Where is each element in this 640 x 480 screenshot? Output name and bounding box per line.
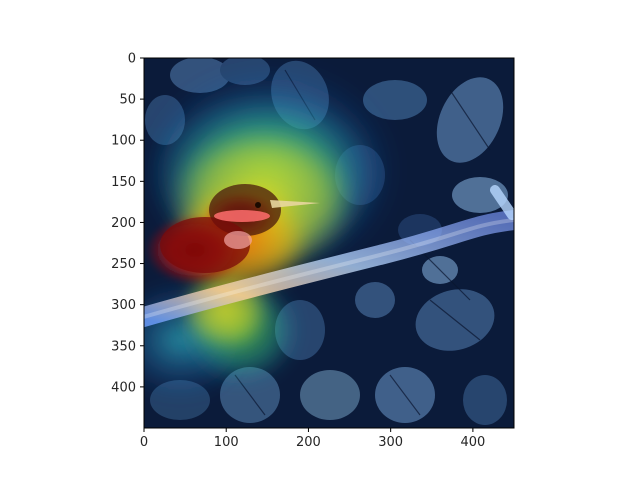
image-content	[144, 58, 514, 428]
y-tick-label: 200	[111, 216, 136, 231]
y-tick-label: 300	[111, 298, 136, 313]
y-tick-label: 0	[128, 52, 136, 67]
branch	[144, 185, 514, 328]
y-tick-label: 250	[111, 257, 136, 272]
y-tick-label: 100	[111, 134, 136, 149]
x-axis: 0 100 200 300 400	[140, 428, 485, 450]
x-tick-label: 400	[460, 435, 485, 450]
plot-frame	[143, 57, 515, 429]
x-tick-label: 300	[378, 435, 403, 450]
y-axis: 0 50 100 150 200 250 300 350 400	[111, 52, 144, 395]
y-tick-label: 350	[111, 339, 136, 354]
x-tick-label: 100	[214, 435, 239, 450]
x-tick-label: 200	[296, 435, 321, 450]
y-tick-label: 150	[111, 175, 136, 190]
x-tick-label: 0	[140, 435, 148, 450]
y-tick-label: 50	[119, 93, 136, 108]
bird-silhouette	[160, 184, 320, 273]
y-tick-label: 400	[111, 380, 136, 395]
